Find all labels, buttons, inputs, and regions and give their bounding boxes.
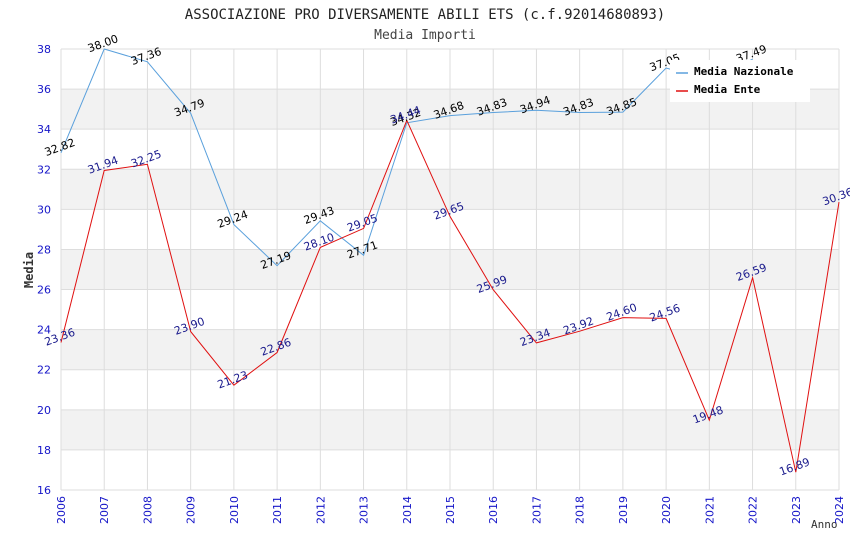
x-tick-label: 2020 <box>660 496 673 524</box>
x-tick-label: 2021 <box>703 496 716 524</box>
y-tick-label: 26 <box>37 284 51 297</box>
x-tick-label: 2015 <box>444 496 457 524</box>
x-tick-label: 2023 <box>790 496 803 524</box>
x-tick-label: 2016 <box>487 496 500 524</box>
legend-box <box>670 60 810 102</box>
y-tick-label: 16 <box>37 484 51 497</box>
grid-lines <box>60 48 840 491</box>
x-tick-label: 2019 <box>617 496 630 524</box>
data-label: 32.82 <box>43 136 77 159</box>
x-tick-label: 2013 <box>358 496 371 524</box>
data-label: 29.24 <box>216 208 250 231</box>
y-tick-label: 24 <box>37 324 51 337</box>
series-lines <box>60 48 840 473</box>
y-tick-label: 30 <box>37 203 51 216</box>
x-tick-label: 2009 <box>185 496 198 524</box>
x-tick-label: 2010 <box>228 496 241 524</box>
legend-label-media-nazionale: Media Nazionale <box>694 65 794 78</box>
x-tick-label: 2014 <box>401 496 414 524</box>
series-line-media-ente <box>60 119 840 473</box>
legend-label-media-ente: Media Ente <box>694 83 761 96</box>
chart-title: ASSOCIAZIONE PRO DIVERSAMENTE ABILI ETS … <box>185 7 665 23</box>
x-tick-label: 2011 <box>271 496 284 524</box>
y-tick-label: 36 <box>37 83 51 96</box>
y-tick-label: 18 <box>37 444 51 457</box>
data-label: 29.05 <box>345 212 379 235</box>
y-tick-label: 20 <box>37 404 51 417</box>
x-tick-label: 2022 <box>747 496 760 524</box>
y-tick-label: 22 <box>37 364 51 377</box>
x-tick-label: 2007 <box>98 496 111 524</box>
x-tick-label: 2024 <box>833 496 846 524</box>
series-line-media-nazionale <box>60 48 753 267</box>
y-tick-label: 38 <box>37 43 51 56</box>
data-label: 16.89 <box>778 455 812 478</box>
data-label: 37.36 <box>129 45 163 68</box>
y-axis-title: Media <box>22 252 36 288</box>
x-axis-title: Anno <box>811 518 838 531</box>
x-tick-label: 2006 <box>55 496 68 524</box>
y-tick-label: 32 <box>37 163 51 176</box>
legend: Media Nazionale Media Ente <box>670 60 810 102</box>
x-tick-labels: 2006 2007 2008 2009 2010 2011 2012 2013 2014 2015… <box>55 496 846 524</box>
y-tick-label: 34 <box>37 123 51 136</box>
y-tick-label: 28 <box>37 243 51 256</box>
chart-subtitle: Media Importi <box>374 28 476 43</box>
x-tick-label: 2008 <box>141 496 154 524</box>
x-tick-label: 2012 <box>314 496 327 524</box>
data-label: 21.23 <box>216 368 250 391</box>
x-tick-label: 2018 <box>574 496 587 524</box>
data-label: 32.25 <box>129 148 163 171</box>
data-label: 24.60 <box>605 301 639 324</box>
y-tick-labels: 16 18 20 22 24 26 28 30 32 34 36 38 <box>37 43 51 497</box>
data-label: 24.56 <box>648 302 682 325</box>
x-tick-label: 2017 <box>530 496 543 524</box>
